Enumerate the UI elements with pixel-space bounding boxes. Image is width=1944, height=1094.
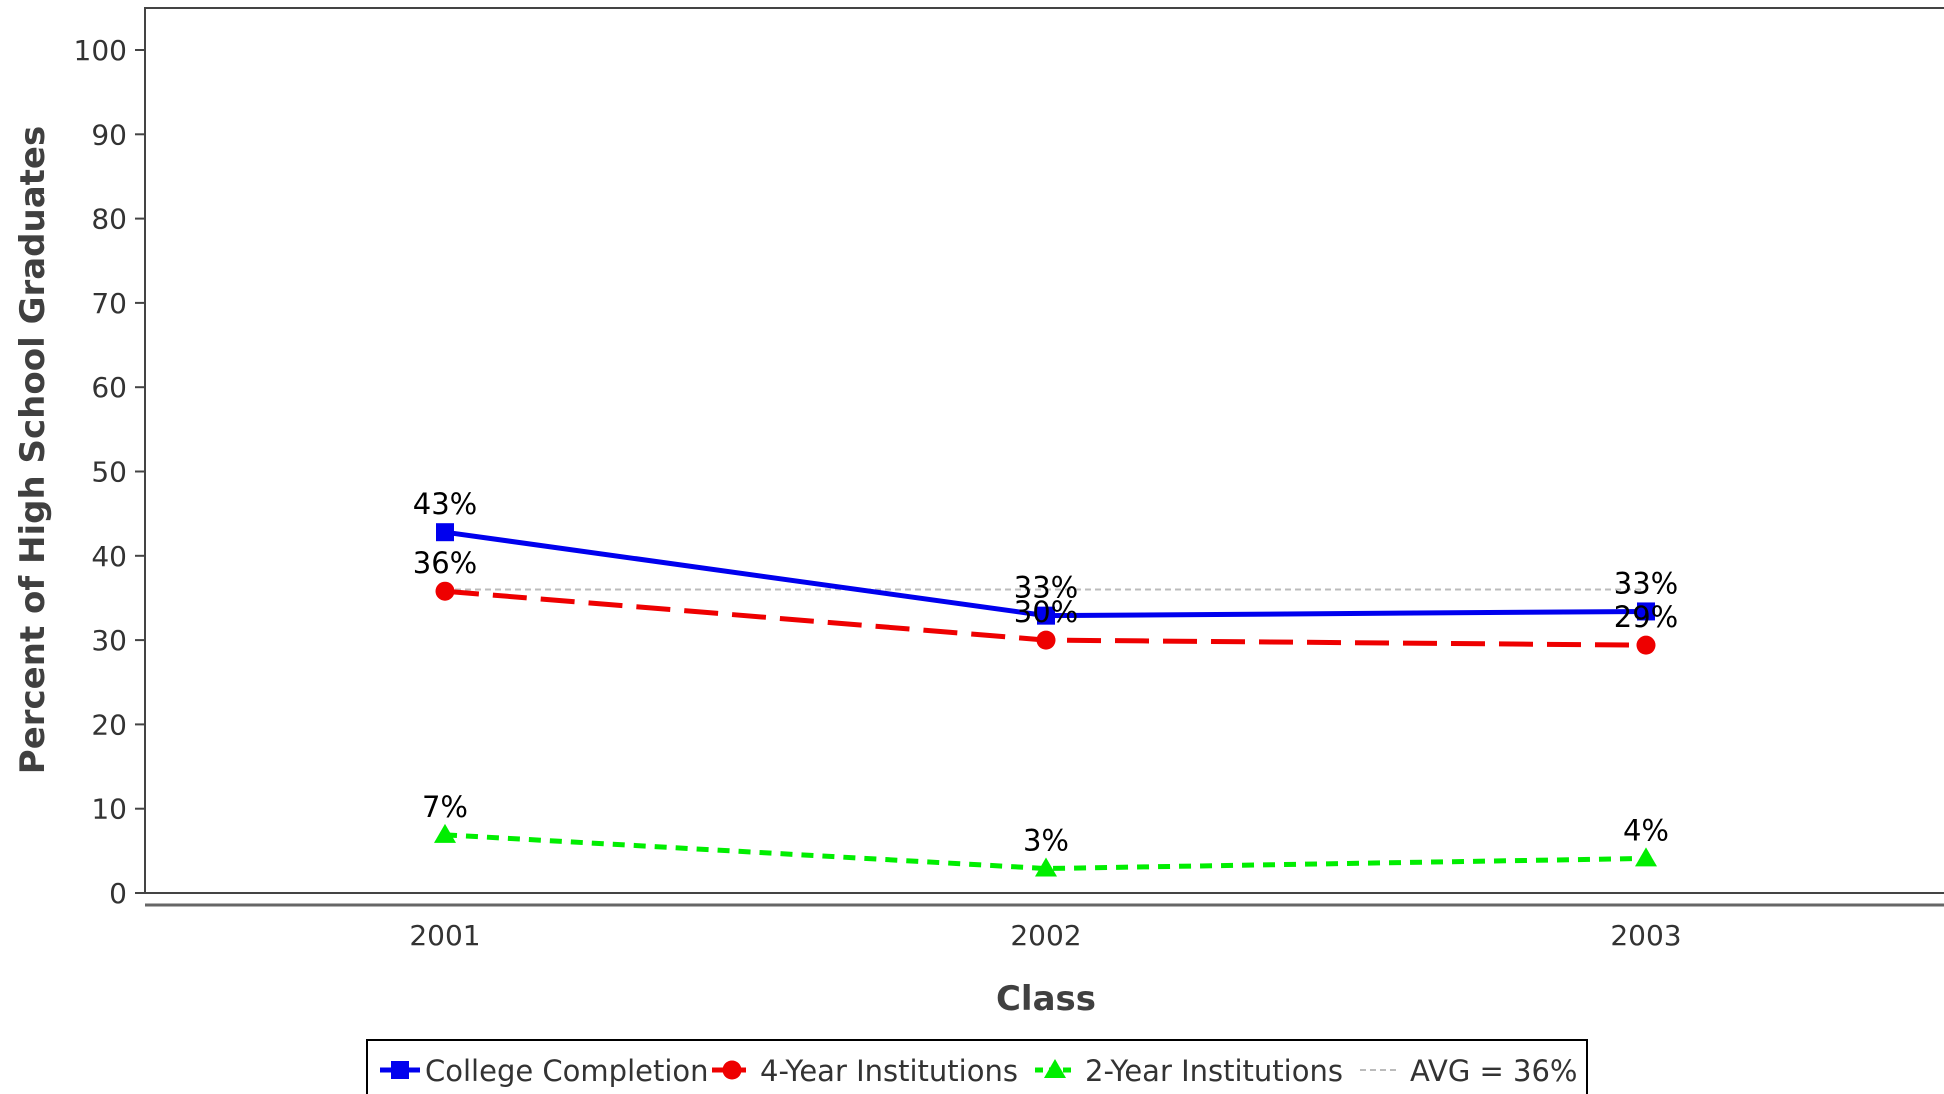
series-2-point [435,581,455,601]
series-2-point [1036,630,1056,650]
plot-frame [144,7,1944,907]
legend: College Completion 4-Year Institutions 2-Y… [366,1039,1588,1094]
y-tick-label: 30 [91,624,127,657]
legend-label-2: 4-Year Institutions [760,1054,1018,1088]
plot-border [144,7,1944,893]
y-tick-label: 70 [91,287,127,320]
legend-marker-1 [391,1061,409,1079]
legend-marker-2 [722,1060,742,1080]
y-tick-label: 80 [91,203,127,236]
series-group [434,523,1657,877]
series-1-point [436,523,454,542]
legend-label-ref: AVG = 36% [1410,1054,1578,1088]
series-2-point [1636,635,1656,655]
y-tick-label: 90 [91,118,127,151]
y-tick-label: 20 [91,708,127,741]
y-axis: 0 10 20 30 40 50 60 70 80 90 100 [74,34,145,910]
legend-label-3: 2-Year Institutions [1085,1054,1343,1088]
y-tick-label: 100 [74,34,127,67]
series-1-point [1637,602,1655,621]
y-axis-title: Percent of High School Graduates [13,126,53,774]
y-tick-label: 50 [91,456,127,489]
x-tick-label: 2003 [1610,919,1681,952]
data-label: 33% [1014,571,1078,605]
legend-box [366,1039,1588,1094]
data-label: 29% [1614,600,1678,634]
y-tick-label: 10 [91,793,127,826]
series-1-point [1037,606,1055,625]
data-label: 36% [413,546,477,580]
series-line-3 [444,832,1647,872]
data-label: 4% [1623,813,1669,847]
y-tick-label: 40 [91,540,127,573]
data-label: 3% [1023,824,1069,858]
data-label: 7% [422,790,468,824]
legend-marker-3 [1044,1059,1066,1078]
x-axis: 2001 2002 2003 [409,919,1681,952]
legend-label-1: College Completion [425,1054,709,1088]
x-tick-label: 2001 [409,919,480,952]
x-tick-label: 2002 [1010,919,1081,952]
data-label: 30% [1014,595,1078,629]
series-3-point [1035,857,1057,877]
y-tick-label: 60 [91,371,127,404]
data-label: 43% [413,487,477,521]
series-3-point [434,823,456,843]
x-axis-title: Class [996,979,1096,1019]
y-tick-label: 0 [109,877,127,910]
series-3-point [1635,847,1657,867]
data-label: 33% [1614,566,1678,600]
data-labels-group: 43% 33% 33% 36% 30% 29% 7% 3% 4% [413,487,1678,857]
